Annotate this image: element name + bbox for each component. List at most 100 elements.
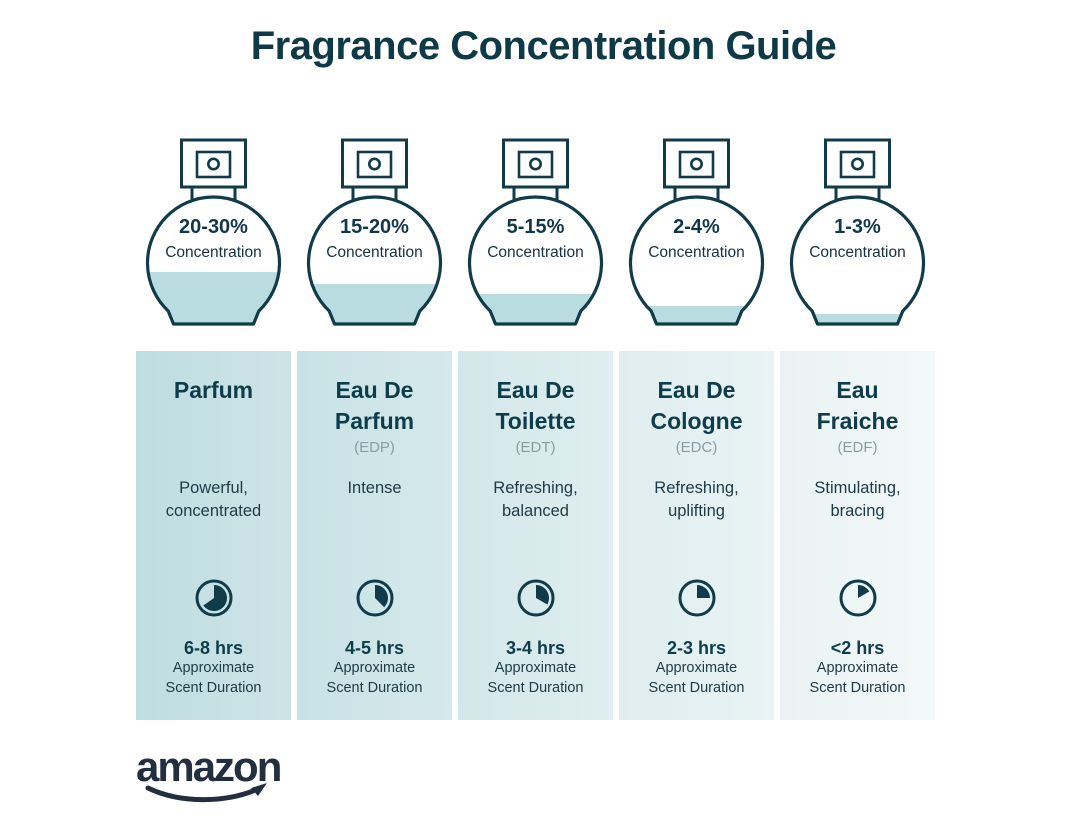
fragrance-name: Eau De Cologne (619, 375, 774, 437)
description-line1: Powerful, (179, 479, 248, 497)
caption-line1: Approximate (333, 660, 416, 676)
perfume-bottle-icon (145, 138, 282, 326)
nozzle-hole-icon (851, 157, 865, 171)
description-line2: uplifting (668, 501, 725, 520)
bottle-body (469, 197, 602, 324)
page-title: Fragrance Concentration Guide (250, 24, 837, 68)
description-line1: Refreshing, (493, 479, 578, 497)
concentration-label: Concentration (326, 244, 423, 261)
scent-duration-value: 6-8 hrs (183, 638, 244, 658)
perfume-bottle: 1-3% Concentration (780, 130, 935, 351)
clock-wedge (535, 585, 549, 605)
fragrance-name-line2: Fraiche (816, 408, 899, 434)
concentration-percent: 20-30% (179, 216, 248, 238)
bottle-outline (145, 195, 282, 326)
fragrance-column: 15-20% Concentration Eau De Parfum (EDP)… (297, 130, 452, 720)
perfume-bottle: 20-30% Concentration (136, 130, 291, 351)
fragrance-name-line2: Parfum (334, 408, 415, 434)
caption-line2: Scent Duration (809, 679, 906, 696)
perfume-bottle-icon (789, 138, 926, 326)
fragrance-column: 20-30% Concentration Parfum Powerful, co… (136, 130, 291, 720)
caption-line1: Approximate (494, 660, 577, 676)
concentration-label: Concentration (165, 244, 262, 261)
clock-wedge (374, 585, 388, 608)
perfume-bottle-icon (467, 138, 604, 326)
fragrance-name-line1: Eau (836, 377, 879, 403)
nozzle-hole-icon (690, 157, 704, 171)
caption-line2: Scent Duration (487, 679, 584, 696)
info-panel: Eau De Cologne (EDC) Refreshing, uplifti… (619, 351, 774, 720)
amazon-logo: amazon (136, 742, 296, 808)
bottle-outline (789, 195, 926, 326)
scent-duration-value: <2 hrs (830, 638, 885, 658)
description-line2: concentrated (165, 501, 262, 520)
info-panel: Eau De Toilette (EDT) Refreshing, balanc… (458, 351, 613, 720)
sprayer-nozzle (517, 150, 554, 179)
bottle-outline (628, 195, 765, 326)
nozzle-hole-icon (207, 157, 221, 171)
fragrance-name: Eau De Toilette (458, 375, 613, 437)
sprayer-nozzle (356, 150, 393, 179)
fragrance-name-line1: Eau De (657, 377, 736, 403)
duration-clock-icon (678, 579, 715, 617)
sprayer-nozzle (195, 150, 232, 179)
clock-wedge (696, 585, 710, 598)
concentration-label: Concentration (809, 244, 906, 261)
fragrance-description: Intense (297, 477, 452, 500)
bottle-body (791, 197, 924, 324)
bottle-outline (306, 195, 443, 326)
fragrance-name-line2: Toilette (495, 408, 576, 434)
fragrance-name: Eau De Parfum (297, 375, 452, 437)
fragrance-description: Refreshing, balanced (458, 477, 613, 522)
duration-clock-icon (517, 579, 554, 617)
perfume-bottle: 15-20% Concentration (297, 130, 452, 351)
concentration-percent: 15-20% (340, 216, 409, 238)
fragrance-column: 5-15% Concentration Eau De Toilette (EDT… (458, 130, 613, 720)
concentration-percent: 2-4% (673, 216, 720, 238)
scent-duration-caption: Approximate Scent Duration (619, 659, 774, 698)
amazon-smile-icon (145, 785, 263, 803)
scent-duration-caption: Approximate Scent Duration (297, 659, 452, 698)
concentration-percent: 5-15% (506, 216, 565, 238)
sprayer-nozzle (839, 150, 876, 179)
info-panel: Parfum Powerful, concentrated 6-8 hrs Ap… (136, 351, 291, 720)
scent-duration-value: 2-3 hrs (666, 638, 727, 658)
info-panel: Eau Fraiche (EDF) Stimulating, bracing <… (780, 351, 935, 720)
fragrance-name: Eau Fraiche (780, 375, 935, 437)
liquid-fill (791, 314, 924, 324)
scent-duration-caption: Approximate Scent Duration (136, 659, 291, 698)
amazon-wordmark: amazon (136, 743, 281, 790)
duration-clock-icon (195, 579, 232, 617)
amazon-smile-arrow-icon (251, 783, 267, 796)
perfume-bottle-icon (628, 138, 765, 326)
scent-duration-value: 4-5 hrs (344, 638, 405, 658)
info-panel: Eau De Parfum (EDP) Intense 4-5 hrs Appr… (297, 351, 452, 720)
scent-duration-caption: Approximate Scent Duration (458, 659, 613, 698)
concentration-percent: 1-3% (834, 216, 881, 238)
fragrance-name: Parfum (136, 375, 291, 406)
nozzle-hole-icon (529, 157, 543, 171)
fragrance-columns: 20-30% Concentration Parfum Powerful, co… (136, 130, 935, 720)
description-line2: bracing (830, 501, 885, 520)
fragrance-name-line1: Parfum (173, 377, 254, 403)
duration-clock-icon (356, 579, 393, 617)
clock-wedge (857, 585, 869, 598)
fragrance-name-line2: Cologne (650, 408, 743, 434)
fragrance-description: Powerful, concentrated (136, 477, 291, 522)
perfume-bottle: 5-15% Concentration (458, 130, 613, 351)
fragrance-abbreviation: (EDP) (354, 439, 395, 456)
caption-line1: Approximate (655, 660, 738, 676)
fragrance-column: 1-3% Concentration Eau Fraiche (EDF) Sti… (780, 130, 935, 720)
clock-wedge (202, 585, 227, 611)
fragrance-name-line1: Eau De (496, 377, 575, 403)
fragrance-description: Stimulating, bracing (780, 477, 935, 522)
description-line1: Refreshing, (654, 479, 739, 497)
fragrance-abbreviation: (EDT) (515, 439, 556, 456)
sprayer-nozzle (678, 150, 715, 179)
liquid-fill (308, 284, 441, 324)
description-line1: Stimulating, (814, 479, 901, 497)
fragrance-abbreviation: (EDF) (837, 439, 878, 456)
fragrance-column: 2-4% Concentration Eau De Cologne (EDC) … (619, 130, 774, 720)
caption-line1: Approximate (816, 660, 899, 676)
bottle-outline (467, 195, 604, 326)
